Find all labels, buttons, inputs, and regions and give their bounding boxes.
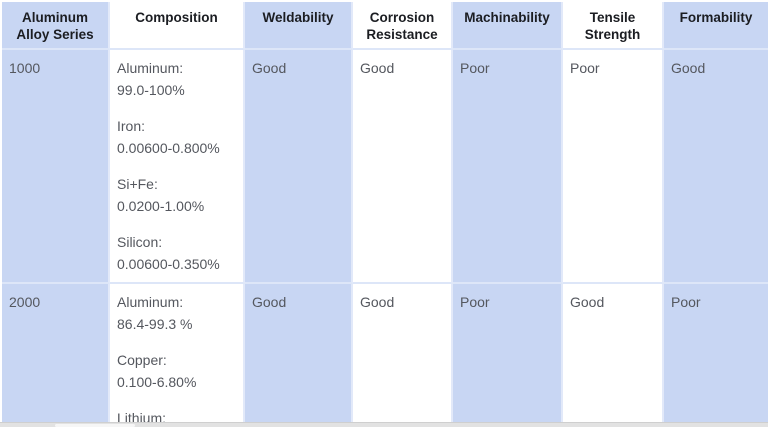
series-cell: 2000	[2, 284, 110, 427]
machinability-cell: Poor	[453, 50, 563, 284]
composition-element: Copper:	[117, 352, 167, 368]
composition-cell: Aluminum: 99.0-100% Iron: 0.00600-0.800%…	[110, 50, 245, 284]
composition-entry: Copper: 0.100-6.80%	[117, 349, 236, 393]
column-header-formability: Formability	[664, 2, 768, 50]
composition-range: 0.00600-0.800%	[117, 140, 220, 156]
composition-range: 0.100-6.80%	[117, 374, 197, 390]
composition-element: Silicon:	[117, 234, 163, 250]
corrosion-resistance-cell: Good	[353, 50, 453, 284]
column-header-alloy-series: Aluminum Alloy Series	[2, 2, 110, 50]
column-header-machinability: Machinability	[453, 2, 563, 50]
machinability-cell: Poor	[453, 284, 563, 427]
composition-element: Si+Fe:	[117, 176, 158, 192]
composition-range: 0.0200-1.00%	[117, 198, 205, 214]
horizontal-scrollbar[interactable]	[0, 422, 768, 427]
header-row: Aluminum Alloy Series Composition Weldab…	[2, 2, 768, 50]
table-row-1000: 1000 Aluminum: 99.0-100% Iron: 0.00600-0…	[2, 50, 768, 284]
formability-cell: Poor	[664, 284, 768, 427]
weldability-cell: Good	[245, 50, 353, 284]
table-row-2000: 2000 Aluminum: 86.4-99.3 % Copper: 0.100…	[2, 284, 768, 427]
column-header-tensile-strength: Tensile Strength	[563, 2, 664, 50]
column-header-corrosion-resistance: Corrosion Resistance	[353, 2, 453, 50]
formability-cell: Good	[664, 50, 768, 284]
corrosion-resistance-cell: Good	[353, 284, 453, 427]
composition-entry: Silicon: 0.00600-0.350%	[117, 231, 236, 275]
tensile-strength-cell: Poor	[563, 50, 664, 284]
composition-range: 86.4-99.3 %	[117, 316, 193, 332]
horizontal-scrollbar-thumb[interactable]	[55, 424, 135, 427]
composition-entry: Aluminum: 86.4-99.3 %	[117, 291, 236, 335]
composition-element: Aluminum:	[117, 60, 184, 76]
composition-entry: Iron: 0.00600-0.800%	[117, 115, 236, 159]
composition-range: 99.0-100%	[117, 82, 185, 98]
composition-element: Aluminum:	[117, 294, 184, 310]
composition-cell: Aluminum: 86.4-99.3 % Copper: 0.100-6.80…	[110, 284, 245, 427]
composition-element: Iron:	[117, 118, 146, 134]
weldability-cell: Good	[245, 284, 353, 427]
composition-range: 0.00600-0.350%	[117, 256, 220, 272]
column-header-composition: Composition	[110, 2, 245, 50]
column-header-weldability: Weldability	[245, 2, 353, 50]
tensile-strength-cell: Good	[563, 284, 664, 427]
composition-entry: Aluminum: 99.0-100%	[117, 57, 236, 101]
series-cell: 1000	[2, 50, 110, 284]
composition-entry: Si+Fe: 0.0200-1.00%	[117, 173, 236, 217]
